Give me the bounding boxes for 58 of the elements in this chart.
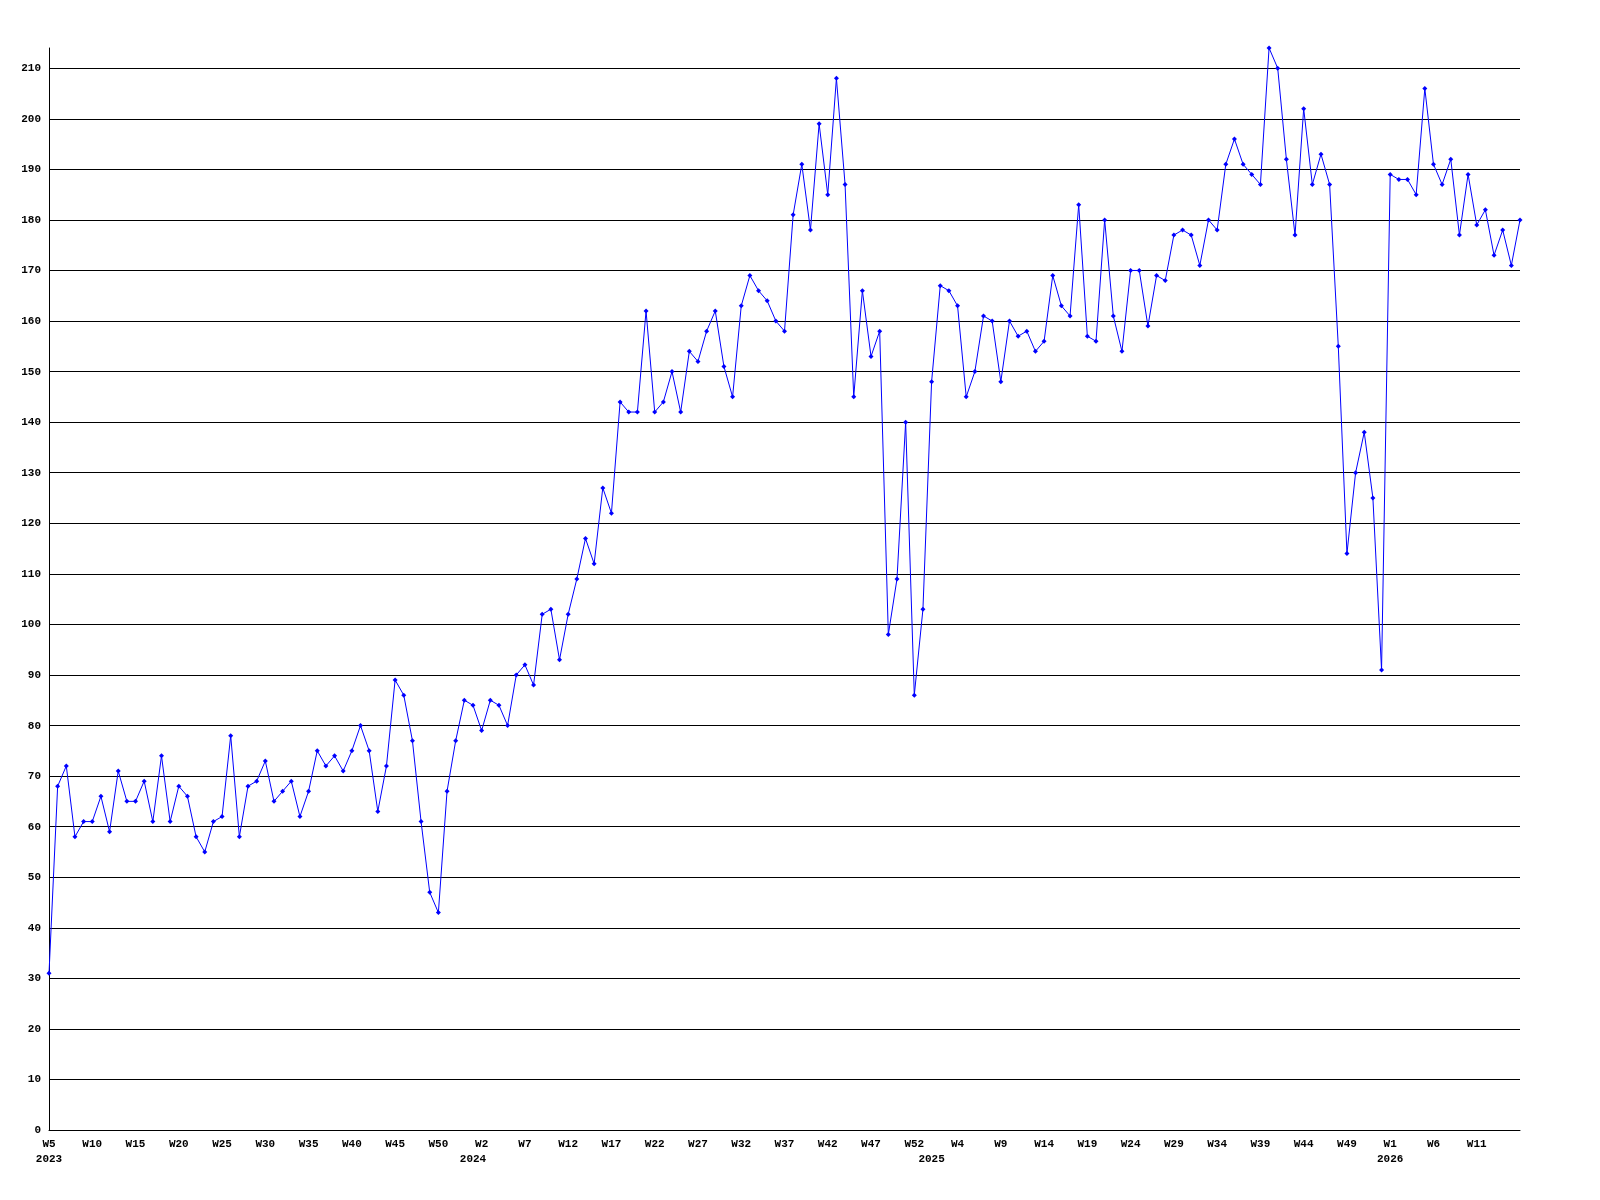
y-tick-label: 50 <box>27 871 41 884</box>
x-tick-label: W37 <box>774 1137 795 1150</box>
y-tick-label: 180 <box>21 213 41 226</box>
y-tick-label: 140 <box>21 416 41 429</box>
x-tick-label: W15 <box>125 1137 146 1150</box>
y-tick-label: 130 <box>21 466 41 479</box>
y-tick-label: 40 <box>27 921 41 934</box>
y-tick-label: 90 <box>27 668 41 681</box>
y-tick-label: 70 <box>27 770 41 783</box>
x-tick-label: W19 <box>1077 1137 1098 1150</box>
x-tick-label: W1 2026 <box>1377 1137 1404 1165</box>
x-tick-label: W10 <box>82 1137 103 1150</box>
x-tick-label: W50 <box>428 1137 449 1150</box>
x-tick-label: W17 <box>601 1137 622 1150</box>
y-tick-label: 160 <box>21 315 41 328</box>
x-tick-label: W49 <box>1337 1137 1357 1150</box>
x-tick-label: W44 <box>1293 1137 1314 1150</box>
y-tick-label: 210 <box>21 62 41 75</box>
x-tick-label: 2025 <box>918 1152 946 1165</box>
x-tick-label: W24 <box>1120 1137 1141 1150</box>
x-tick-label: W2 <box>475 1137 489 1150</box>
x-tick-label: W11 <box>1466 1137 1488 1150</box>
y-tick-label: 80 <box>27 719 41 732</box>
y-tick-label: 30 <box>27 972 41 985</box>
x-tick-label: W6 <box>1426 1137 1441 1150</box>
x-tick-label: W32 <box>731 1137 752 1150</box>
x-tick-label: W4 <box>950 1137 965 1150</box>
x-tick-label: W20 <box>168 1137 189 1150</box>
x-tick-label: W35 <box>298 1137 319 1150</box>
x-tick-label: W5 2023 <box>35 1137 63 1165</box>
x-tick-label: W42 <box>817 1137 838 1150</box>
x-tick-label: W40 <box>341 1137 362 1150</box>
y-tick-label: 0 <box>34 1124 41 1136</box>
y-tick-label: 10 <box>27 1073 41 1086</box>
y-tick-label: 170 <box>21 264 41 277</box>
x-tick-label: 2024 <box>459 1152 487 1165</box>
x-tick-label: W25 <box>212 1137 233 1150</box>
x-tick-label: W7 <box>518 1137 532 1150</box>
x-tick-label: W14 <box>1034 1137 1055 1150</box>
y-tick-label: 200 <box>21 112 41 125</box>
x-tick-label: W34 <box>1207 1137 1228 1150</box>
x-tick-label: W52 <box>904 1137 925 1150</box>
x-tick-label: W39 <box>1250 1137 1271 1150</box>
x-tick-label: W9 <box>994 1137 1008 1150</box>
x-tick-label: W27 <box>688 1137 708 1150</box>
y-tick-label: 110 <box>21 567 41 580</box>
x-tick-label: W22 <box>644 1137 665 1150</box>
x-tick-label: W47 <box>861 1137 881 1150</box>
y-tick-label: 150 <box>21 365 41 378</box>
y-tick-label: 20 <box>27 1022 41 1035</box>
x-tick-label: W30 <box>255 1137 276 1150</box>
x-tick-label: W45 <box>385 1137 406 1150</box>
y-tick-label: 60 <box>27 820 41 833</box>
x-tick-label: W12 <box>558 1137 579 1150</box>
y-tick-label: 120 <box>21 517 41 530</box>
x-tick-label: W29 <box>1163 1137 1184 1150</box>
y-tick-label: 190 <box>21 163 41 176</box>
y-tick-label: 100 <box>21 618 41 631</box>
